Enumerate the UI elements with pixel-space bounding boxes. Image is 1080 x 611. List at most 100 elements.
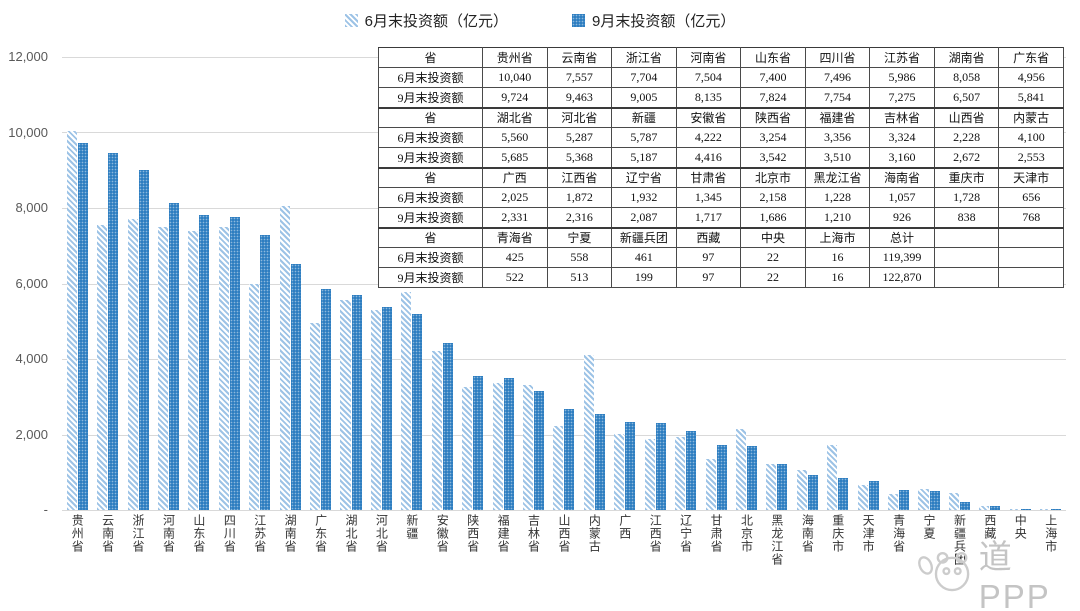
- bar-june: [157, 226, 168, 510]
- x-axis-label: 重庆市: [830, 514, 845, 553]
- data-table: 省贵州省 云南省 浙江省 河南省 山东省 四川省 江苏省 湖南省 广东省 6月末投资额 10,040…: [378, 47, 1064, 288]
- table-cell: 辽宁省: [611, 166, 677, 188]
- x-axis-label: 江西省: [648, 514, 663, 553]
- bar-group: [62, 57, 92, 510]
- bar-june: [249, 284, 260, 510]
- x-axis-label-cell: 北京市: [731, 514, 761, 606]
- table-cell: 浙江省: [611, 47, 677, 68]
- bar-june: [127, 219, 138, 510]
- x-axis-label-cell: 山西省: [549, 514, 579, 606]
- y-tick-label: 2,000: [15, 426, 48, 442]
- table-cell: 中央: [740, 226, 806, 248]
- x-axis-label-cell: 江苏省: [245, 514, 275, 606]
- bar-group: [214, 57, 244, 510]
- x-axis-label: 辽宁省: [678, 514, 693, 553]
- bar-sept: [625, 421, 636, 510]
- table-cell: 省: [378, 47, 483, 68]
- x-axis-label: 甘肃省: [709, 514, 724, 553]
- bar-group: [1036, 57, 1066, 510]
- table-cell: 768: [998, 207, 1064, 228]
- table-cell: 119,399: [869, 247, 935, 268]
- table-cell: [998, 226, 1064, 248]
- x-axis-label: 中央: [1013, 514, 1028, 540]
- table-cell: 656: [998, 187, 1064, 208]
- table-cell: 5,287: [546, 127, 613, 148]
- table-cell: 7,704: [611, 67, 677, 88]
- bar-group: [305, 57, 335, 510]
- table-cell: 河北省: [546, 106, 613, 128]
- table-cell: 陕西省: [740, 106, 806, 128]
- y-axis: 12,000 10,000 8,000 6,000 4,000 2,000 -: [0, 49, 50, 517]
- table-cell: 宁夏: [546, 226, 613, 248]
- table-cell: 7,496: [804, 67, 871, 88]
- bar-june: [583, 355, 594, 510]
- legend-label-sept: 9月末投资额（亿元）: [592, 13, 736, 30]
- x-axis-label: 河南省: [161, 514, 176, 553]
- bar-sept: [929, 490, 940, 510]
- x-axis-label: 内蒙古: [587, 514, 602, 553]
- table-cell: 云南省: [546, 47, 613, 68]
- table-cell: [933, 247, 1000, 268]
- bar-sept: [260, 235, 271, 510]
- table-cell: 1,717: [675, 207, 742, 228]
- x-axis-label-cell: 湖北省: [336, 514, 366, 606]
- table-cell: 22: [740, 267, 806, 288]
- table-cell: 2,087: [611, 207, 677, 228]
- table-cell: 6,507: [933, 87, 1000, 108]
- table-cell: 总计: [869, 226, 935, 248]
- bar-sept: [594, 413, 605, 510]
- table-row: 省广西 江西省 辽宁省 甘肃省 北京市 黑龙江省 海南省 重庆市 天津市: [378, 166, 1064, 188]
- table-cell: 内蒙古: [998, 106, 1064, 128]
- bar-june: [796, 470, 807, 510]
- table-cell: 9,005: [611, 87, 677, 108]
- table-cell: 558: [546, 247, 613, 268]
- bar-sept: [351, 295, 362, 510]
- x-axis-label: 天津市: [861, 514, 876, 553]
- x-axis-label-cell: 宁夏: [914, 514, 944, 606]
- x-axis-label-cell: 甘肃省: [701, 514, 731, 606]
- bar-june: [492, 383, 503, 510]
- y-tick-label: 8,000: [15, 200, 48, 215]
- x-axis-label-cell: 中央: [1005, 514, 1035, 606]
- watermark-text: 道PPP: [978, 538, 1051, 611]
- x-axis-label: 四川省: [222, 514, 237, 553]
- y-tick-label: 12,000: [8, 49, 48, 64]
- x-axis-label: 上海市: [1043, 514, 1058, 553]
- table-cell: 湖北省: [482, 106, 548, 128]
- bar-sept: [138, 170, 149, 510]
- x-axis-label: 安徽省: [435, 514, 450, 553]
- bar-group: [853, 57, 883, 510]
- x-axis-label-cell: 新疆: [397, 514, 427, 606]
- table-cell: 北京市: [740, 166, 806, 188]
- table-cell: 山西省: [933, 106, 1000, 128]
- table-cell: 9月末投资额: [378, 147, 483, 168]
- y-tick-label: 4,000: [15, 351, 48, 366]
- table-cell: 重庆市: [933, 166, 1000, 188]
- table-cell: 9月末投资额: [378, 87, 483, 108]
- x-axis-label: 广东省: [313, 514, 328, 553]
- bar-sept: [1020, 509, 1031, 510]
- x-axis-label: 山西省: [556, 514, 571, 553]
- bar-group: [792, 57, 822, 510]
- table-cell: 2,228: [933, 127, 1000, 148]
- table-cell: 7,504: [675, 67, 742, 88]
- bar-june: [1040, 509, 1051, 510]
- x-axis-label-cell: 河北省: [366, 514, 396, 606]
- table-cell: 广东省: [998, 47, 1064, 68]
- table-cell: 5,986: [869, 67, 935, 88]
- bar-sept: [534, 390, 545, 510]
- table-cell: 湖南省: [933, 47, 1000, 68]
- bar-june: [1009, 509, 1020, 510]
- bar-june: [462, 387, 473, 510]
- table-cell: 8,058: [933, 67, 1000, 88]
- table-cell: 22: [740, 247, 806, 268]
- x-axis-label-cell: 云南省: [92, 514, 122, 606]
- table-cell: 513: [546, 267, 613, 288]
- bar-june: [735, 428, 746, 510]
- bar-group: [762, 57, 792, 510]
- table-cell: 甘肃省: [675, 166, 742, 188]
- x-axis-label: 河北省: [374, 514, 389, 553]
- table-row: 省青海省 宁夏 新疆兵团 西藏 中央 上海市 总计: [378, 226, 1064, 248]
- x-axis-label: 宁夏: [922, 514, 937, 540]
- bar-group: [457, 57, 487, 510]
